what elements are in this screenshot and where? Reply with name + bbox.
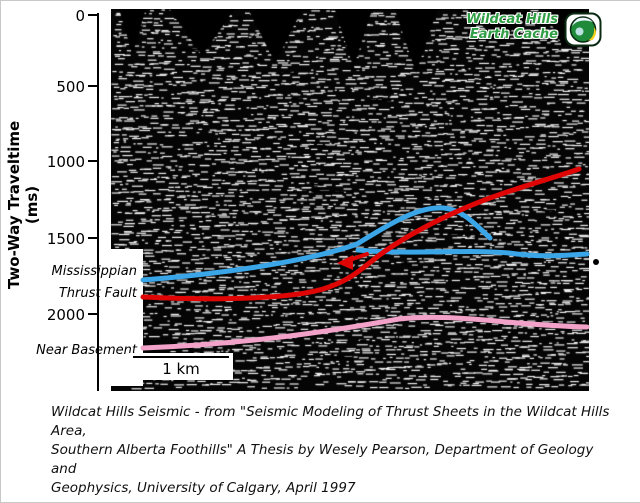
figure-caption: Wildcat Hills Seismic - from "Seismic Mo… — [51, 403, 617, 498]
tick-label-1000: 1000 — [46, 153, 85, 171]
tick-mark-500 — [88, 85, 98, 87]
earth-cache-badge: Wildcat Hills Earth Cache — [444, 12, 602, 51]
scale-bar: 1 km — [129, 353, 233, 380]
tick-mark-1500 — [88, 237, 98, 239]
scale-bar-line — [133, 356, 229, 358]
tick-label-2000: 2000 — [46, 306, 85, 324]
tick-label-1500: 1500 — [46, 230, 85, 248]
caption-line3: Geophysics, University of Calgary, April… — [51, 480, 356, 496]
horizon-label-mississippian: Mississippian — [51, 264, 137, 279]
caption-line1: Wildcat Hills Seismic - from "Seismic Mo… — [51, 404, 610, 439]
horizon-label-near-basement: Near Basement — [36, 343, 137, 358]
tick-mark-2000 — [88, 313, 98, 315]
tick-label-0: 0 — [75, 7, 85, 25]
badge-title-line2: Earth Cache — [469, 27, 558, 42]
horizon-label-thrust-fault: Thrust Fault — [58, 286, 137, 301]
seismic-section-image — [111, 9, 589, 391]
tick-mark-1000 — [88, 160, 98, 162]
tick-label-500: 500 — [56, 78, 85, 96]
scale-bar-label: 1 km — [162, 360, 200, 378]
right-margin-dot — [593, 259, 599, 265]
time-axis-line — [97, 13, 99, 391]
tick-mark-0 — [88, 14, 98, 16]
caption-line2: Southern Alberta Foothills" A Thesis by … — [51, 442, 594, 477]
earth-cache-globe-icon — [564, 12, 602, 51]
badge-title-line1: Wildcat Hills — [466, 12, 558, 27]
badge-title: Wildcat Hills Earth Cache — [444, 12, 558, 42]
